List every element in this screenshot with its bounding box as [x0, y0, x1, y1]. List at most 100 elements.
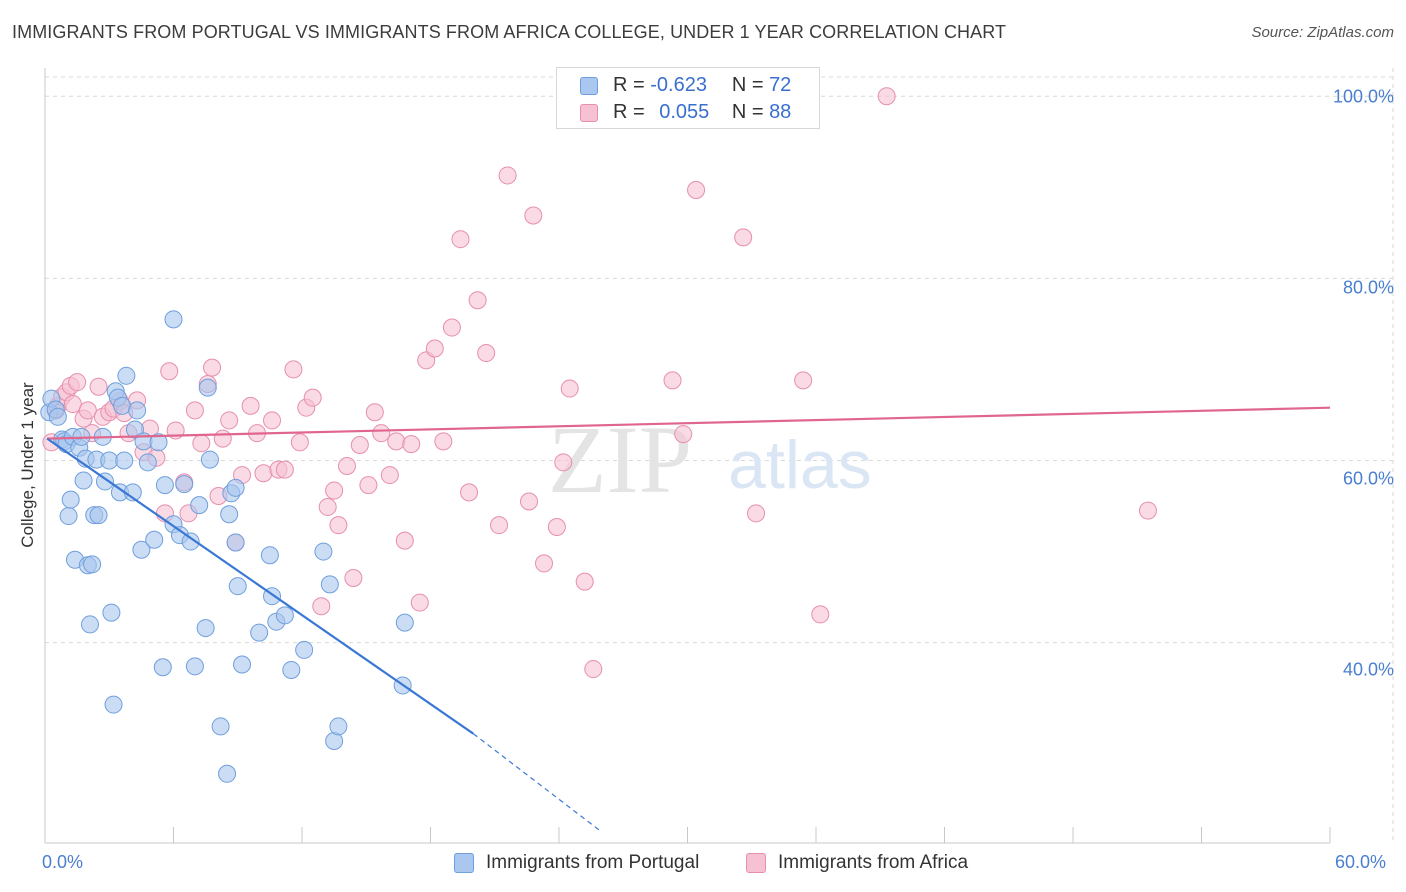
africa-point — [203, 358, 222, 377]
africa-point — [387, 432, 406, 451]
africa-point — [524, 206, 543, 225]
africa-point — [185, 401, 204, 420]
portugal-point — [260, 546, 279, 565]
africa-point — [734, 228, 753, 247]
trend-layer — [46, 406, 1331, 833]
portugal-point — [181, 532, 200, 551]
y-axis-label: College, Under 1 year — [18, 382, 37, 548]
portugal-point — [153, 658, 172, 677]
x-tick-label-right: 60.0% — [1335, 852, 1387, 872]
portugal-point — [198, 378, 217, 397]
portugal-point — [200, 450, 219, 469]
legend-n-label: N = — [731, 101, 764, 123]
legend-n-label: N = — [731, 74, 764, 96]
portugal-point — [175, 475, 194, 494]
africa-point — [192, 434, 211, 453]
y-tick-label: 80.0% — [1342, 277, 1394, 298]
africa-point — [674, 425, 693, 444]
portugal-point — [48, 407, 67, 426]
portugal-trend-line — [46, 437, 474, 735]
africa-point — [468, 291, 487, 310]
africa-point — [811, 605, 830, 624]
portugal-trend-extension — [472, 733, 603, 833]
africa-point — [337, 456, 356, 475]
legend-swatch-portugal — [580, 77, 598, 95]
correlation-legend: R = -0.623 N = 72 R = 0.055 N = 88 — [556, 67, 820, 129]
africa-point — [687, 181, 706, 200]
africa-point — [160, 362, 179, 381]
portugal-point — [190, 496, 209, 515]
portugal-point — [83, 555, 102, 574]
portugal-point — [74, 471, 93, 490]
africa-point — [442, 318, 461, 337]
watermark-atlas: atlas — [728, 427, 872, 503]
legend-r-label: R = — [613, 74, 645, 96]
africa-point — [490, 516, 509, 535]
africa-point — [329, 516, 348, 535]
legend-r-value: 0.055 — [659, 101, 710, 123]
portugal-point — [104, 695, 123, 714]
portugal-point — [320, 575, 339, 594]
africa-point — [402, 435, 421, 454]
africa-point — [359, 476, 378, 495]
y-tick-label: 100.0% — [1332, 86, 1394, 107]
africa-point — [68, 373, 87, 392]
africa-point — [254, 464, 273, 483]
portugal-point — [185, 657, 204, 676]
africa-point — [350, 436, 369, 455]
portugal-point — [295, 640, 314, 659]
africa-trend-line — [47, 406, 1331, 440]
africa-point — [263, 411, 282, 430]
portugal-point — [102, 603, 121, 622]
portugal-point — [329, 717, 348, 736]
africa-point — [584, 660, 603, 679]
portugal-point — [115, 451, 134, 470]
portugal-point — [395, 613, 414, 632]
africa-point — [365, 403, 384, 422]
africa-point — [284, 360, 303, 379]
points-layer — [40, 87, 1157, 783]
portugal-point — [132, 540, 151, 559]
portugal-point — [220, 505, 239, 524]
africa-point — [460, 483, 479, 502]
portugal-point — [100, 451, 119, 470]
legend-r-value: -0.623 — [650, 74, 707, 96]
portugal-point — [113, 396, 132, 415]
africa-point — [410, 593, 429, 612]
africa-point — [663, 371, 682, 390]
portugal-point — [149, 433, 168, 452]
africa-point — [1138, 501, 1157, 520]
portugal-point — [155, 476, 174, 495]
legend-r-label: R = — [613, 101, 645, 123]
bottom-legend-label-africa: Immigrants from Africa — [778, 852, 969, 873]
africa-point — [547, 517, 566, 536]
legend-swatch-africa — [580, 104, 598, 122]
africa-point — [213, 429, 232, 448]
y-tick-label: 60.0% — [1342, 468, 1394, 489]
africa-point — [380, 466, 399, 485]
legend-n-value: 72 — [769, 74, 792, 96]
africa-point — [560, 379, 579, 398]
portugal-point — [128, 401, 147, 420]
portugal-point — [89, 506, 108, 525]
portugal-point — [117, 366, 136, 385]
africa-point — [290, 433, 309, 452]
africa-point — [303, 388, 322, 407]
africa-point — [535, 554, 554, 573]
portugal-point — [164, 310, 183, 329]
africa-point — [312, 597, 331, 616]
bottom-legend-label-portugal: Immigrants from Portugal — [486, 852, 700, 873]
africa-point — [877, 87, 896, 106]
bottom-legend-swatch-africa — [746, 853, 766, 873]
africa-point — [63, 395, 82, 414]
axis-layer — [44, 68, 1331, 844]
africa-point — [89, 377, 108, 396]
africa-point — [434, 432, 453, 451]
portugal-point — [138, 453, 157, 472]
africa-point — [451, 230, 470, 249]
africa-point — [794, 371, 813, 390]
portugal-point — [314, 542, 333, 561]
africa-point — [520, 492, 539, 511]
portugal-point — [275, 606, 294, 625]
